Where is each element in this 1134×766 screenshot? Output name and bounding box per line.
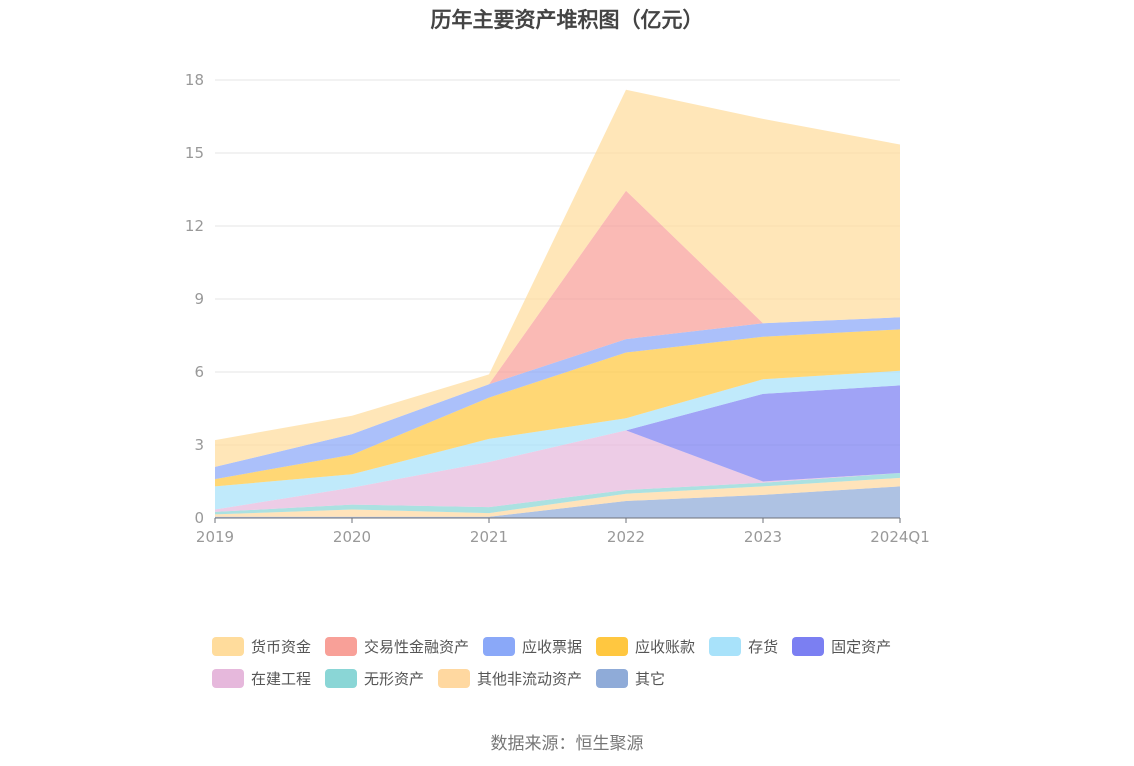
y-tick-label: 0 (194, 509, 204, 527)
legend-label: 固定资产 (831, 637, 892, 656)
chart-title: 历年主要资产堆积图（亿元） (430, 8, 704, 32)
legend-item[interactable]: 交易性金融资产 (325, 636, 469, 657)
legend-row-2: 在建工程 无形资产 其他非流动资产 其它 (212, 662, 972, 694)
area-layer (215, 89, 900, 518)
area-series-3 (215, 430, 900, 512)
data-source: 数据来源：恒生聚源 (490, 734, 644, 754)
legend-label: 货币资金 (251, 637, 312, 656)
x-tick-label: 2022 (607, 528, 645, 546)
y-tick-label: 12 (185, 217, 204, 235)
legend-swatch (325, 636, 358, 656)
legend-item[interactable]: 固定资产 (792, 636, 891, 657)
legend-item[interactable]: 其它 (596, 668, 665, 689)
area-series-7 (215, 317, 900, 480)
legend-label: 在建工程 (251, 669, 312, 688)
x-tick-label: 2019 (196, 528, 234, 546)
axes: 0 3 6 9 12 15 18 2019 2020 2021 2022 2023 2024Q1 (185, 71, 930, 546)
x-tick-label: 2021 (470, 528, 508, 546)
legend-swatch (596, 636, 629, 656)
area-series-2 (215, 473, 900, 515)
legend-swatch (212, 668, 244, 688)
legend-label: 交易性金融资产 (364, 637, 470, 656)
legend-swatch (212, 636, 244, 656)
area-series-9 (215, 89, 900, 467)
legend-label: 其他非流动资产 (477, 669, 583, 688)
legend: 货币资金 交易性金融资产 应收票据 应收账款 存货 固定资产 在建工程 无形资产 其他非流动资… (212, 630, 972, 694)
area-series-1 (215, 477, 900, 517)
legend-item[interactable]: 货币资金 (212, 636, 311, 657)
area-series-0 (215, 486, 900, 518)
legend-swatch (709, 636, 742, 656)
stacked-area-chart: 0 3 6 9 12 15 18 2019 2020 2021 2022 2023 2024Q1 (185, 71, 930, 546)
legend-item[interactable]: 应收票据 (483, 636, 582, 657)
legend-item[interactable]: 其他非流动资产 (438, 668, 582, 689)
y-tick-label: 6 (194, 363, 204, 381)
legend-item[interactable]: 无形资产 (325, 668, 424, 689)
legend-row-1: 货币资金 交易性金融资产 应收票据 应收账款 存货 固定资产 (212, 630, 972, 662)
x-tick-label: 2023 (744, 528, 782, 546)
legend-label: 其它 (635, 669, 666, 688)
legend-swatch (325, 668, 358, 688)
legend-swatch (792, 636, 825, 656)
legend-label: 应收账款 (635, 637, 696, 656)
legend-item[interactable]: 在建工程 (212, 668, 311, 689)
area-series-8 (215, 190, 900, 467)
y-tick-label: 15 (185, 144, 204, 162)
area-series-6 (215, 329, 900, 487)
y-tick-label: 3 (194, 436, 204, 454)
legend-swatch (483, 636, 516, 656)
x-tick-label: 2020 (333, 528, 371, 546)
legend-label: 存货 (748, 637, 779, 656)
legend-swatch (438, 668, 471, 688)
y-tick-label: 18 (185, 71, 204, 89)
legend-label: 应收票据 (522, 637, 583, 656)
area-series-5 (215, 370, 900, 510)
legend-label: 无形资产 (364, 669, 425, 688)
y-tick-label: 9 (194, 290, 204, 308)
legend-swatch (596, 668, 629, 688)
legend-item[interactable]: 存货 (709, 636, 778, 657)
area-series-4 (215, 385, 900, 510)
legend-item[interactable]: 应收账款 (596, 636, 695, 657)
x-tick-label: 2024Q1 (870, 528, 930, 546)
